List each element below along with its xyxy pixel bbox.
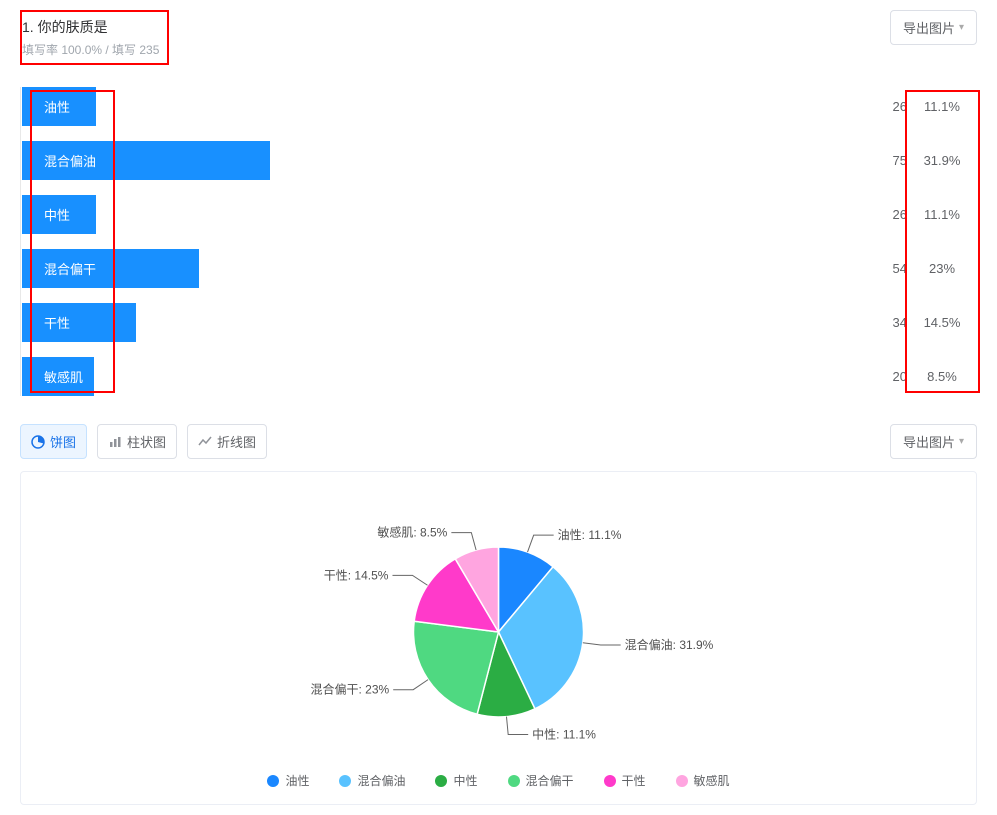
bar-fill: 油性 bbox=[22, 87, 96, 126]
bar-row: 敏感肌 208.5% bbox=[22, 357, 977, 396]
bar-percent: 14.5% bbox=[907, 315, 977, 330]
chevron-down-icon: ▾ bbox=[959, 22, 964, 33]
legend-swatch bbox=[508, 775, 520, 787]
bar-count: 34 bbox=[847, 315, 907, 330]
question-title-block: 1. 你的肤质是 填写率 100.0% / 填写 235 bbox=[20, 10, 169, 65]
bar-percent: 8.5% bbox=[907, 369, 977, 384]
tab-line[interactable]: 折线图 bbox=[187, 424, 267, 459]
bar-chart-icon bbox=[108, 435, 122, 449]
question-subtitle: 填写率 100.0% / 填写 235 bbox=[22, 41, 159, 58]
bar-fill: 混合偏干 bbox=[22, 249, 199, 288]
pie-slice-label: 混合偏干: 23% bbox=[310, 682, 389, 697]
chart-controls-row: 饼图 柱状图 折线图 导出图片 ▾ bbox=[20, 424, 977, 459]
bar-percent: 23% bbox=[907, 261, 977, 276]
bar-percent: 11.1% bbox=[907, 99, 977, 114]
export-image-label-2: 导出图片 bbox=[903, 432, 955, 451]
bar-fill: 干性 bbox=[22, 303, 136, 342]
tab-bar-label: 柱状图 bbox=[127, 432, 166, 451]
legend-swatch bbox=[267, 775, 279, 787]
pie-slice-label: 中性: 11.1% bbox=[532, 727, 596, 742]
bar-chart: 油性2611.1%混合偏油7531.9%中性2611.1%混合偏干5423%干性… bbox=[20, 87, 977, 396]
bar-count: 26 bbox=[847, 99, 907, 114]
legend-swatch bbox=[339, 775, 351, 787]
bar-row: 油性 2611.1% bbox=[22, 87, 977, 126]
legend-swatch bbox=[435, 775, 447, 787]
pie-chart-panel: 油性: 11.1% 混合偏油: 31.9% 中性: 11.1% 混合偏干: 23% 干性… bbox=[20, 471, 977, 805]
bar-fill: 中性 bbox=[22, 195, 96, 234]
pie-icon bbox=[31, 435, 45, 449]
chevron-down-icon: ▾ bbox=[959, 436, 964, 447]
chart-type-tabs: 饼图 柱状图 折线图 bbox=[20, 424, 267, 459]
tab-bar[interactable]: 柱状图 bbox=[97, 424, 177, 459]
bar-count: 54 bbox=[847, 261, 907, 276]
legend-swatch bbox=[676, 775, 688, 787]
pie-slice-label: 混合偏油: 31.9% bbox=[625, 637, 714, 652]
bar-percent: 11.1% bbox=[907, 207, 977, 222]
bar-row: 混合偏干 5423% bbox=[22, 249, 977, 288]
bar-percent: 31.9% bbox=[907, 153, 977, 168]
bar-row: 干性 3414.5% bbox=[22, 303, 977, 342]
question-header: 1. 你的肤质是 填写率 100.0% / 填写 235 导出图片 ▾ bbox=[20, 10, 977, 65]
export-image-button-2[interactable]: 导出图片 ▾ bbox=[890, 424, 977, 459]
export-image-button[interactable]: 导出图片 ▾ bbox=[890, 10, 977, 45]
bar-row: 中性 2611.1% bbox=[22, 195, 977, 234]
bar-count: 20 bbox=[847, 369, 907, 384]
tab-pie[interactable]: 饼图 bbox=[20, 424, 87, 459]
bar-row: 混合偏油 7531.9% bbox=[22, 141, 977, 180]
line-chart-icon bbox=[198, 435, 212, 449]
pie-chart: 油性: 11.1% 混合偏油: 31.9% 中性: 11.1% 混合偏干: 23% 干性… bbox=[41, 502, 956, 762]
bar-fill: 混合偏油 bbox=[22, 141, 270, 180]
bar-count: 26 bbox=[847, 207, 907, 222]
export-image-label: 导出图片 bbox=[903, 18, 955, 37]
question-title: 1. 你的肤质是 bbox=[22, 17, 159, 37]
legend-swatch bbox=[604, 775, 616, 787]
pie-slice-label: 干性: 14.5% bbox=[324, 568, 389, 582]
tab-pie-label: 饼图 bbox=[50, 432, 76, 451]
bar-fill: 敏感肌 bbox=[22, 357, 94, 396]
tab-line-label: 折线图 bbox=[217, 432, 256, 451]
bar-count: 75 bbox=[847, 153, 907, 168]
pie-slice-label: 油性: 11.1% bbox=[558, 528, 622, 542]
pie-slice-label: 敏感肌: 8.5% bbox=[377, 525, 447, 540]
